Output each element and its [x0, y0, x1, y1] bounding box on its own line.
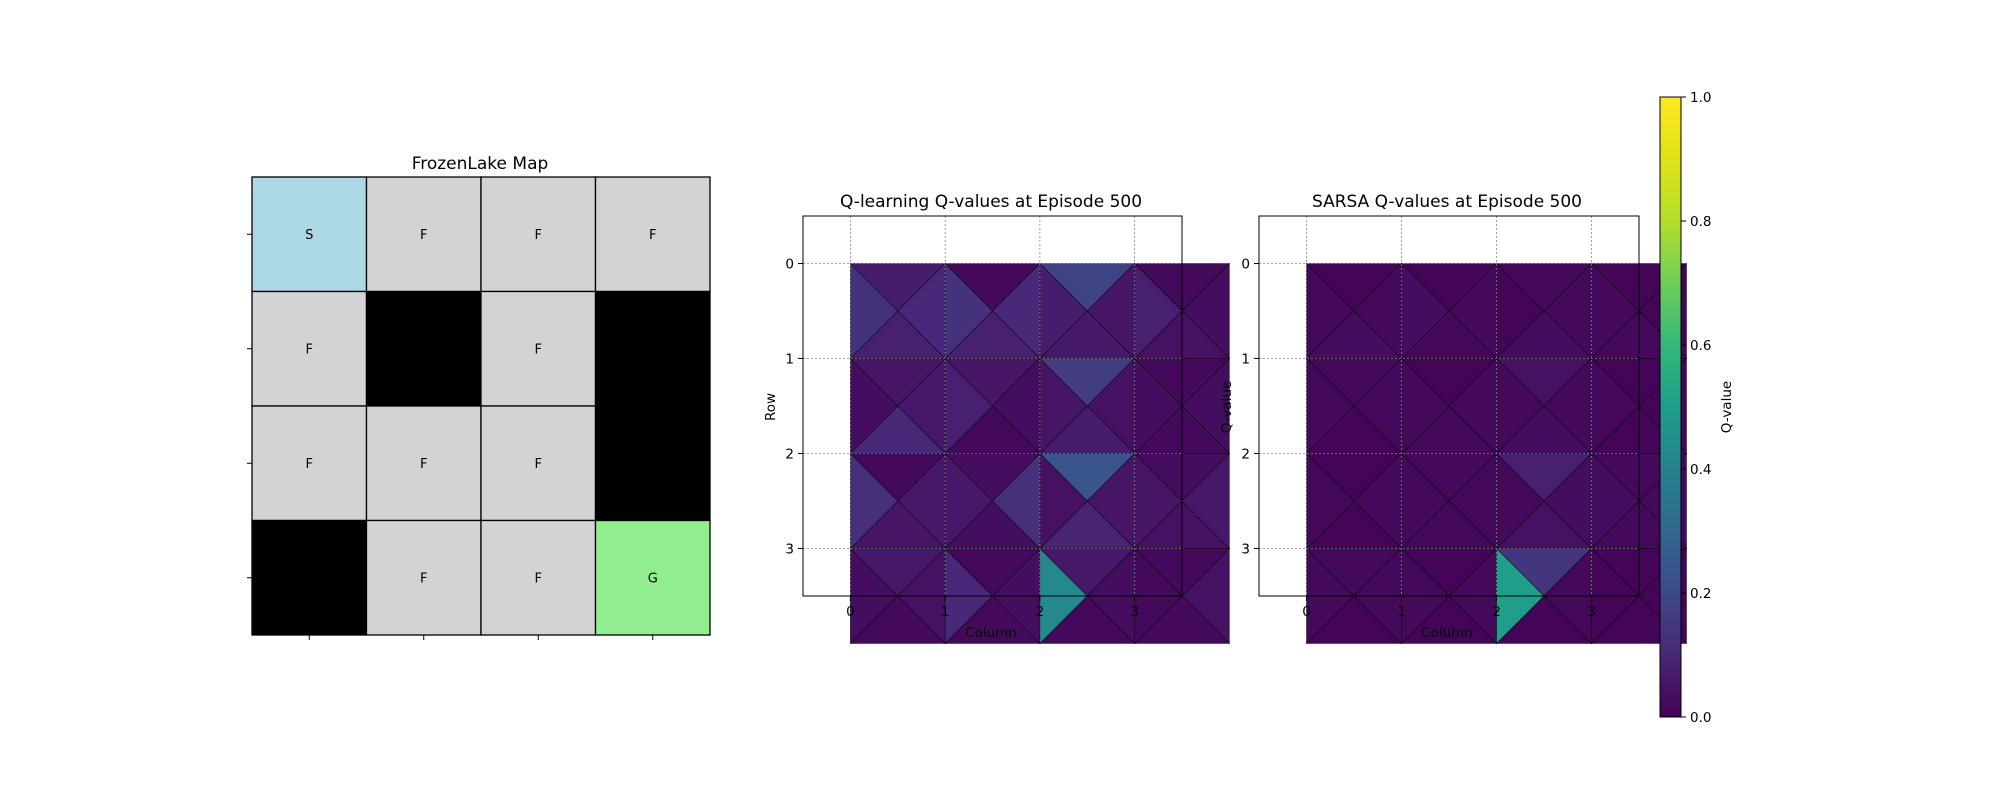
- sarsa-panel: SARSA Q-values at Episode 500 0 1 2 3 0 1 2 3 C…: [1219, 192, 1688, 645]
- map-cell-label-0-2: F: [535, 228, 542, 243]
- map-cell-3-2: [480, 519, 597, 636]
- frozenlake-map-panel: FrozenLake Map S F F F F H F H F F F H H F F G: [247, 154, 711, 640]
- q-learning-x-axis-label: Column: [965, 625, 1017, 641]
- colorbar-tick-label-5: 1.0: [1690, 90, 1711, 106]
- q-learning-xtick-label-2: 2: [1036, 604, 1045, 620]
- q-learning-xtick-label-3: 3: [1130, 604, 1139, 620]
- map-cell-3-0: [251, 519, 368, 636]
- map-title: FrozenLake Map: [412, 154, 549, 174]
- map-cell-label-1-2: F: [535, 342, 542, 357]
- map-cell-3-1: [365, 519, 482, 636]
- map-cell-label-3-0: H: [304, 571, 314, 586]
- sarsa-q-triangle-0-1-left: [1401, 262, 1450, 360]
- q-learning-q-triangle-0-2-left: [1039, 262, 1088, 360]
- colorbar-tick-label-1: 0.2: [1690, 586, 1711, 602]
- map-cell-1-0: [251, 290, 368, 407]
- map-cell-label-2-1: F: [420, 457, 427, 472]
- q-learning-plot-frame: [802, 215, 1183, 597]
- q-learning-xtick-label-0: 0: [846, 604, 855, 620]
- sarsa-xtick-label-3: 3: [1587, 604, 1596, 620]
- map-cell-label-1-3: H: [648, 342, 658, 357]
- map-cell-label-3-2: F: [535, 571, 542, 586]
- map-cell-0-1: [365, 176, 482, 293]
- map-cell-label-1-1: H: [419, 342, 429, 357]
- map-cell-label-1-0: F: [306, 342, 313, 357]
- sarsa-ytick-label-3: 3: [1241, 542, 1250, 558]
- colorbar: 0.0 0.2 0.4 0.6 0.8 1.0 Q-value: [1659, 90, 1735, 726]
- colorbar-tick-label-0: 0.0: [1690, 710, 1711, 726]
- sarsa-title: SARSA Q-values at Episode 500: [1312, 192, 1582, 212]
- map-cell-1-3: [594, 290, 711, 407]
- sarsa-ytick-label-2: 2: [1241, 447, 1250, 463]
- sarsa-q-triangle-0-3-left: [1591, 262, 1640, 360]
- sarsa-x-axis-label: Column: [1421, 625, 1473, 641]
- sarsa-plot-area: 0 1 2 3 0 1 2 3: [1241, 215, 1688, 645]
- map-cell-0-3: [594, 176, 711, 293]
- q-learning-title: Q-learning Q-values at Episode 500: [840, 192, 1142, 212]
- sarsa-xtick-label-2: 2: [1492, 604, 1501, 620]
- map-cell-label-3-3: G: [648, 571, 658, 586]
- map-cell-2-1: [365, 405, 482, 522]
- q-learning-ytick-label-1: 1: [785, 352, 794, 368]
- q-learning-ytick-label-0: 0: [785, 257, 794, 273]
- colorbar-tick-label-3: 0.6: [1690, 338, 1711, 354]
- map-cell-1-1: [365, 290, 482, 407]
- q-learning-plot-area: 0 1 2 3 0 1 2 3: [785, 215, 1231, 645]
- map-cell-label-2-3: H: [648, 457, 658, 472]
- map-cell-2-3: [594, 405, 711, 522]
- map-cell-label-0-1: F: [420, 228, 427, 243]
- colorbar-ticks: 0.0 0.2 0.4 0.6 0.8 1.0: [1681, 90, 1711, 726]
- map-cell-label-2-0: F: [306, 457, 313, 472]
- colorbar-label: Q-value: [1719, 381, 1735, 433]
- q-learning-ytick-label-3: 3: [785, 542, 794, 558]
- colorbar-tick-label-4: 0.8: [1690, 214, 1711, 230]
- q-learning-q-triangle-0-0-left: [850, 262, 899, 360]
- map-cell-label-0-0: S: [305, 228, 313, 243]
- q-learning-y-axis-label: Row: [763, 393, 779, 421]
- map-cell-label-0-3: F: [649, 228, 656, 243]
- q-learning-panel: Q-learning Q-values at Episode 500 0 1 2 30…: [763, 192, 1231, 645]
- q-learning-ytick-label-2: 2: [785, 447, 794, 463]
- sarsa-ytick-label-1: 1: [1241, 352, 1250, 368]
- map-cells: S F F F F H F H F F F H H F F G: [251, 176, 711, 636]
- sarsa-ytick-label-0: 0: [1241, 257, 1250, 273]
- q-learning-xtick-label-1: 1: [941, 604, 950, 620]
- colorbar-tick-label-2: 0.4: [1690, 462, 1711, 478]
- sarsa-y-axis-label: Q-value: [1219, 381, 1235, 433]
- sarsa-plot-frame: [1258, 215, 1640, 597]
- q-learning-q-triangle-0-1-left: [944, 262, 993, 360]
- map-cell-0-2: [480, 176, 597, 293]
- map-cell-0-0: [251, 176, 368, 293]
- map-ticks: [247, 233, 654, 640]
- sarsa-xtick-label-1: 1: [1397, 604, 1406, 620]
- colorbar-gradient: [1659, 96, 1682, 718]
- map-cell-label-3-1: F: [420, 571, 427, 586]
- map-cell-3-3: [594, 519, 711, 636]
- sarsa-q-triangle-0-2-left: [1496, 262, 1545, 360]
- q-learning-q-triangle-0-3-left: [1134, 262, 1183, 360]
- sarsa-xtick-label-0: 0: [1302, 604, 1311, 620]
- sarsa-q-triangle-0-0-left: [1306, 262, 1355, 360]
- map-cell-label-2-2: F: [535, 457, 542, 472]
